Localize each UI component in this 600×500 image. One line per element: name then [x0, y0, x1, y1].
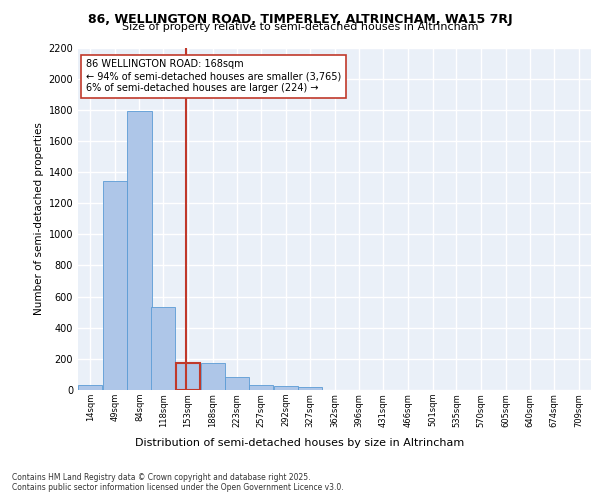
Bar — [127, 112, 152, 390]
Bar — [103, 182, 127, 390]
Text: Size of property relative to semi-detached houses in Altrincham: Size of property relative to semi-detach… — [122, 22, 478, 32]
Bar — [274, 386, 298, 390]
Text: Contains HM Land Registry data © Crown copyright and database right 2025.
Contai: Contains HM Land Registry data © Crown c… — [12, 472, 344, 492]
Y-axis label: Number of semi-detached properties: Number of semi-detached properties — [34, 122, 44, 315]
Text: 86 WELLINGTON ROAD: 168sqm
← 94% of semi-detached houses are smaller (3,765)
6% : 86 WELLINGTON ROAD: 168sqm ← 94% of semi… — [86, 60, 341, 92]
Text: Distribution of semi-detached houses by size in Altrincham: Distribution of semi-detached houses by … — [136, 438, 464, 448]
Bar — [200, 363, 224, 390]
Bar — [151, 306, 175, 390]
Bar — [225, 377, 249, 390]
Bar — [78, 386, 103, 390]
Bar — [176, 363, 200, 390]
Bar — [176, 363, 200, 390]
Bar — [298, 387, 322, 390]
Bar — [249, 384, 273, 390]
Text: 86, WELLINGTON ROAD, TIMPERLEY, ALTRINCHAM, WA15 7RJ: 86, WELLINGTON ROAD, TIMPERLEY, ALTRINCH… — [88, 12, 512, 26]
